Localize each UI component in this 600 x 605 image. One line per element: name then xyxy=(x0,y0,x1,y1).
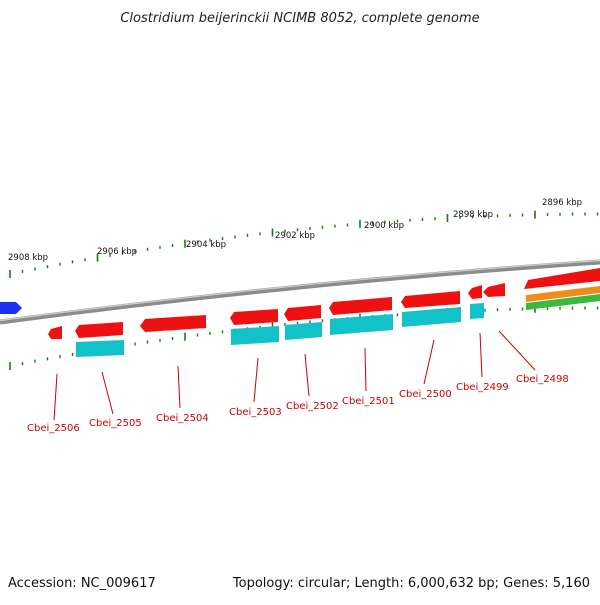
gene-labels: Cbei_2506 Cbei_2505 Cbei_2504 Cbei_2503 … xyxy=(27,330,569,434)
leader-line xyxy=(101,371,114,415)
orange-track xyxy=(526,286,600,302)
gene-arrow-cbei-2501[interactable] xyxy=(329,297,392,315)
gene-arrow-cbei-2504[interactable] xyxy=(140,315,206,332)
gene-red-arrow[interactable] xyxy=(524,268,600,289)
outer-tick-ring xyxy=(9,210,599,278)
kbp-scale: 2908 kbp 2906 kbp 2904 kbp 2902 kbp 2900… xyxy=(8,198,582,263)
gene-label-cbei-2502[interactable]: Cbei_2502 xyxy=(286,401,339,412)
cds-cbei-2500[interactable] xyxy=(402,307,461,327)
gene-arrow-cbei-2500[interactable] xyxy=(401,291,460,308)
gene-label-cbei-2503[interactable]: Cbei_2503 xyxy=(229,407,282,418)
gene-label-cbei-2500[interactable]: Cbei_2500 xyxy=(399,389,452,400)
gene-label-cbei-2504[interactable]: Cbei_2504 xyxy=(156,413,209,424)
cds-cbei-2505[interactable] xyxy=(76,340,124,357)
leader-line xyxy=(304,353,310,397)
kbp-label: 2902 kbp xyxy=(275,231,315,241)
leader-line xyxy=(364,347,367,392)
cds-cbei-2499[interactable] xyxy=(470,303,484,319)
accession-text: Accession: NC_009617 xyxy=(8,576,156,591)
leader-line xyxy=(53,373,58,421)
gene-label-cbei-2499[interactable]: Cbei_2499 xyxy=(456,382,509,393)
kbp-label: 2898 kbp xyxy=(453,210,493,220)
right-edge-tracks xyxy=(524,268,600,310)
gene-label-cbei-2501[interactable]: Cbei_2501 xyxy=(342,396,395,407)
gene-label-cbei-2498[interactable]: Cbei_2498 xyxy=(516,374,569,385)
leader-line xyxy=(498,330,536,371)
gene-arrow-cbei-2503[interactable] xyxy=(230,309,278,325)
cds-cbei-2501[interactable] xyxy=(330,314,393,335)
gene-arrow-cbei-2506[interactable] xyxy=(48,326,62,339)
leader-line xyxy=(177,365,181,409)
kbp-label: 2896 kbp xyxy=(542,198,582,208)
leader-line xyxy=(423,339,435,385)
genome-backbone xyxy=(0,259,600,325)
gene-arrow-cbei-2505[interactable] xyxy=(75,322,123,338)
gene-arrow-cbei-2502[interactable] xyxy=(284,305,321,321)
cds-cbei-2503[interactable] xyxy=(231,326,279,345)
gene-blue-arrow[interactable] xyxy=(0,302,22,314)
cds-track xyxy=(76,303,484,357)
gene-label-cbei-2505[interactable]: Cbei_2505 xyxy=(89,418,142,429)
gene-arrows xyxy=(48,283,505,339)
green-track xyxy=(526,294,600,310)
kbp-label: 2908 kbp xyxy=(8,253,48,263)
gene-arrow-cbei-2499[interactable] xyxy=(468,285,482,299)
leader-line xyxy=(479,332,483,378)
kbp-label: 2906 kbp xyxy=(97,247,137,257)
leader-line xyxy=(253,357,259,403)
genome-stats-text: Topology: circular; Length: 6,000,632 bp… xyxy=(232,576,590,591)
gene-label-cbei-2506[interactable]: Cbei_2506 xyxy=(27,423,80,434)
genome-backbone-highlight xyxy=(0,259,600,322)
kbp-label: 2904 kbp xyxy=(186,240,226,250)
kbp-label: 2900 kbp xyxy=(364,221,404,231)
gene-arrow-cbei-2498[interactable] xyxy=(483,283,505,297)
map-title: Clostridium beijerinckii NCIMB 8052, com… xyxy=(120,11,479,26)
cds-cbei-2502[interactable] xyxy=(285,322,322,340)
